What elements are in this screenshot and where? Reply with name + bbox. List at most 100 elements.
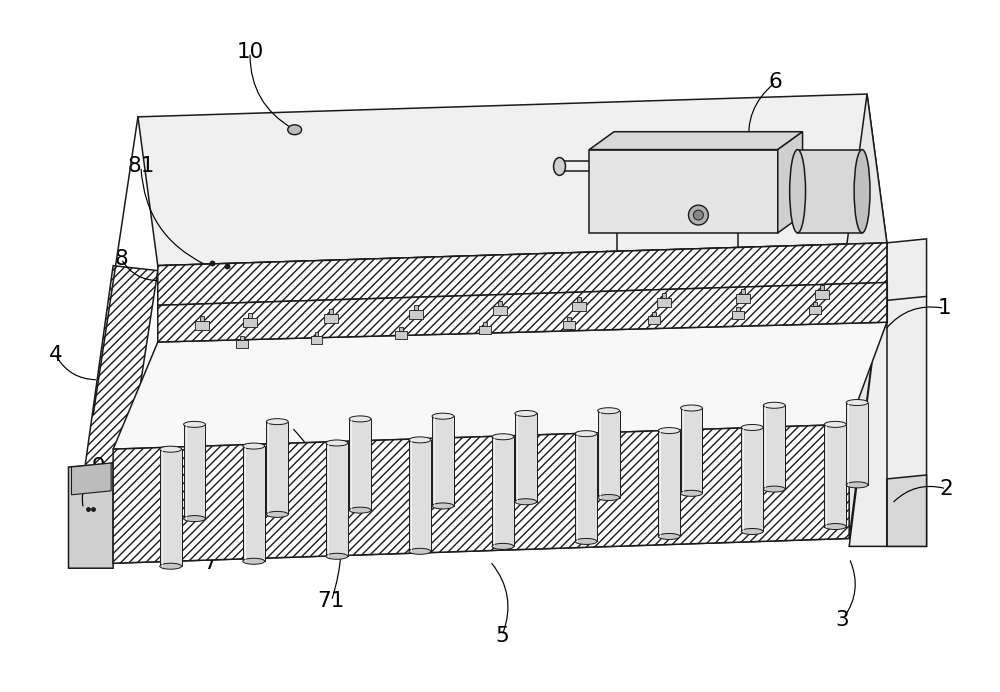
Polygon shape [662,293,666,298]
Text: 1: 1 [938,298,951,318]
Ellipse shape [854,149,870,233]
Polygon shape [589,149,778,233]
Polygon shape [399,327,403,331]
Polygon shape [563,321,575,329]
Polygon shape [240,336,244,340]
Ellipse shape [288,125,302,135]
Polygon shape [824,424,846,527]
Polygon shape [567,317,571,321]
Polygon shape [329,309,333,314]
Polygon shape [243,446,265,561]
Polygon shape [658,430,680,536]
Polygon shape [324,314,338,323]
Polygon shape [572,302,586,311]
Polygon shape [414,305,418,310]
Polygon shape [827,94,887,538]
Text: 7: 7 [203,553,217,573]
Ellipse shape [846,482,868,488]
Polygon shape [395,331,407,339]
Polygon shape [575,434,597,541]
Ellipse shape [492,434,514,440]
Ellipse shape [409,437,431,443]
Polygon shape [815,291,829,300]
Polygon shape [741,428,763,531]
Polygon shape [113,424,849,563]
Ellipse shape [575,430,597,437]
Polygon shape [483,322,487,326]
Polygon shape [248,313,252,318]
Polygon shape [778,131,803,233]
Ellipse shape [326,440,348,446]
Polygon shape [809,307,821,314]
Ellipse shape [266,511,288,518]
Polygon shape [266,421,288,514]
Polygon shape [195,321,209,330]
Polygon shape [158,243,887,305]
Ellipse shape [598,495,620,500]
Polygon shape [652,312,656,316]
Polygon shape [349,419,371,510]
Ellipse shape [763,402,785,408]
Polygon shape [820,286,824,291]
Polygon shape [492,437,514,547]
Polygon shape [846,403,868,485]
Polygon shape [798,149,862,233]
Polygon shape [311,336,322,344]
Polygon shape [200,316,204,321]
Polygon shape [732,311,744,319]
Ellipse shape [515,410,537,417]
Ellipse shape [575,538,597,545]
Polygon shape [515,413,537,502]
Polygon shape [326,443,348,556]
Polygon shape [741,289,745,294]
Text: 10: 10 [236,42,264,62]
Ellipse shape [824,524,846,529]
Polygon shape [763,406,785,489]
Text: 9: 9 [91,457,105,477]
Polygon shape [315,332,318,336]
Ellipse shape [184,516,205,522]
Ellipse shape [326,554,348,559]
Polygon shape [432,416,454,506]
Polygon shape [598,411,620,498]
Ellipse shape [409,548,431,554]
Ellipse shape [492,543,514,549]
Polygon shape [493,307,507,316]
Polygon shape [68,463,113,568]
Ellipse shape [763,486,785,492]
Polygon shape [681,408,702,493]
Polygon shape [158,282,887,342]
Ellipse shape [688,205,708,225]
Ellipse shape [554,158,565,175]
Ellipse shape [658,534,680,540]
Polygon shape [138,94,887,266]
Polygon shape [736,307,740,311]
Ellipse shape [243,443,265,449]
Ellipse shape [790,149,806,233]
Ellipse shape [184,421,205,428]
Polygon shape [849,239,927,547]
Polygon shape [236,340,248,348]
Ellipse shape [160,446,182,452]
Ellipse shape [741,424,763,430]
Polygon shape [71,266,158,563]
Polygon shape [243,318,257,327]
Polygon shape [589,131,803,149]
Polygon shape [498,301,502,307]
Polygon shape [409,440,431,552]
Text: 2: 2 [940,479,953,499]
Polygon shape [409,310,423,319]
Text: 3: 3 [835,610,849,630]
Ellipse shape [160,563,182,570]
Polygon shape [736,294,750,303]
Polygon shape [657,298,671,307]
Text: 4: 4 [49,345,62,365]
Text: 8: 8 [114,248,128,268]
Ellipse shape [266,419,288,425]
Polygon shape [577,298,581,302]
Text: 5: 5 [495,626,509,646]
Ellipse shape [515,499,537,504]
Text: 81: 81 [127,156,155,176]
Polygon shape [813,302,817,307]
Ellipse shape [846,399,868,406]
